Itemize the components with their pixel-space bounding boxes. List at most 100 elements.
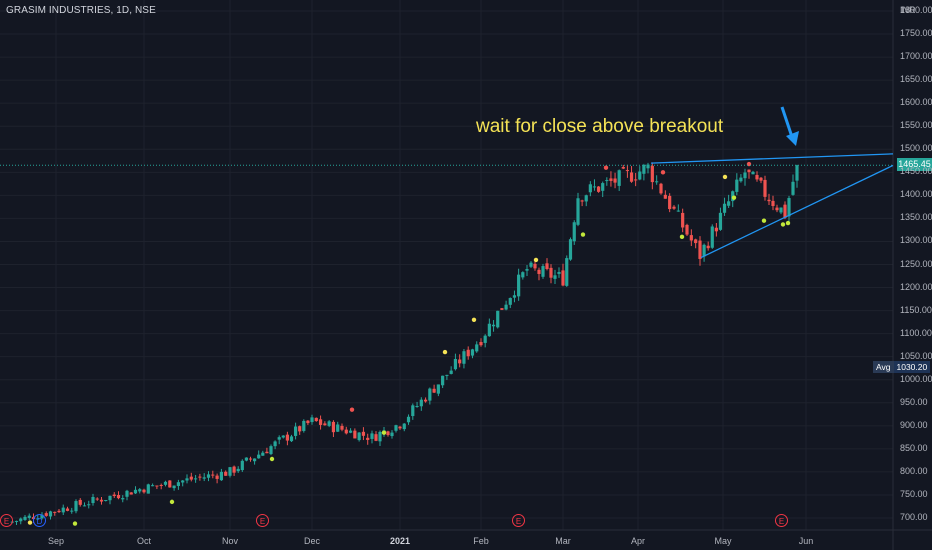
candle-body <box>353 430 357 439</box>
candle-body <box>285 434 289 441</box>
candle-body <box>479 342 483 346</box>
earnings-event-icon[interactable]: E <box>775 514 788 527</box>
candle-body <box>189 476 193 480</box>
y-tick-label: 1700.00 <box>900 51 932 62</box>
signal-dot <box>761 218 767 223</box>
earnings-event-icon[interactable]: E <box>256 514 269 527</box>
candle-body <box>553 275 557 279</box>
candle-body <box>655 181 659 183</box>
earnings-event-icon[interactable]: E <box>0 514 13 527</box>
candle-body <box>261 452 265 456</box>
y-tick-label: 1750.00 <box>900 28 932 39</box>
candle-body <box>82 505 87 507</box>
candle-body <box>411 405 415 417</box>
candle-body <box>215 475 219 479</box>
candle-body <box>462 351 466 364</box>
candle-body <box>621 167 625 169</box>
candle-body <box>257 454 261 459</box>
candle-body <box>219 471 223 481</box>
y-tick-label: 800.00 <box>900 465 928 476</box>
y-tick-label: 1500.00 <box>900 143 932 154</box>
candle-body <box>361 431 366 436</box>
candle-body <box>253 458 257 462</box>
candle-body <box>108 495 112 501</box>
signal-dot <box>780 222 786 227</box>
signal-dot <box>269 456 275 462</box>
candle-body <box>277 437 281 440</box>
candle-body <box>453 358 458 370</box>
candle-body <box>751 171 755 175</box>
candle-body <box>779 207 783 213</box>
signal-dot <box>603 165 609 170</box>
signal-dot <box>349 407 355 412</box>
signal-dot <box>533 257 539 263</box>
candle-body <box>681 212 685 228</box>
candle-body <box>525 269 529 271</box>
candle-body <box>99 499 104 502</box>
x-tick-label: Feb <box>473 536 489 546</box>
signal-dot <box>72 521 78 526</box>
y-tick-label: 1800.00 <box>900 5 932 15</box>
x-tick-label: Apr <box>630 536 646 546</box>
earnings-event-icon[interactable]: E <box>512 514 525 527</box>
y-tick-label: 1200.00 <box>900 281 932 292</box>
candle-body <box>415 405 419 407</box>
candle-body <box>289 436 294 442</box>
y-tick-label: 1300.00 <box>900 235 932 246</box>
candle-body <box>663 194 667 199</box>
candle-body <box>508 298 512 305</box>
candle-body <box>294 426 298 436</box>
candle-body <box>795 165 799 181</box>
dividend-event-icon[interactable]: D <box>33 514 46 527</box>
candle-body <box>685 224 689 235</box>
candle-body <box>470 349 475 356</box>
y-tick-label: 1250.00 <box>900 258 932 269</box>
candle-body <box>121 498 125 500</box>
candle-body <box>646 164 650 169</box>
candle-body <box>483 335 487 343</box>
candle-body <box>327 421 331 426</box>
candle-body <box>310 417 314 423</box>
candle-body <box>533 263 537 269</box>
y-tick-label: 1050.00 <box>900 350 932 361</box>
candle-body <box>500 308 504 310</box>
y-tick-label: 1350.00 <box>900 212 932 223</box>
candle-body <box>211 474 215 476</box>
candle-body <box>194 478 198 480</box>
signal-dot <box>679 234 685 240</box>
candle-body <box>650 165 654 183</box>
x-tick-label: Sep <box>47 536 65 546</box>
candle-body <box>87 504 91 506</box>
signal-dot <box>660 170 666 175</box>
avg-price-tag: Avg 1030.20 <box>873 361 931 373</box>
resistance-trendline <box>650 153 894 164</box>
signal-dot <box>722 174 728 180</box>
signal-dot <box>785 220 791 226</box>
x-tick-label: Mar <box>555 536 571 546</box>
y-tick-label: 1000.00 <box>900 373 932 384</box>
candle-body <box>565 258 569 286</box>
candle-body <box>386 431 390 436</box>
candle-body <box>767 199 771 202</box>
candle-body <box>714 227 718 232</box>
candle-body <box>423 399 428 402</box>
candle-body <box>14 520 19 522</box>
signal-dot <box>442 349 448 355</box>
candle-body <box>374 434 378 441</box>
candle-body <box>331 421 336 433</box>
candle-body <box>302 420 306 431</box>
y-tick-label: 1550.00 <box>900 120 932 131</box>
candle-body <box>668 195 672 210</box>
candle-body <box>53 511 57 513</box>
currency-label: INR <box>900 5 916 15</box>
candle-body <box>496 310 500 328</box>
candle-body <box>475 344 479 352</box>
candle-body <box>689 235 693 241</box>
candle-body <box>529 262 533 267</box>
candle-body <box>378 431 382 442</box>
candle-body <box>112 494 116 497</box>
candle-body <box>185 478 189 481</box>
signal-dot <box>27 520 33 525</box>
candle-body <box>576 198 580 225</box>
